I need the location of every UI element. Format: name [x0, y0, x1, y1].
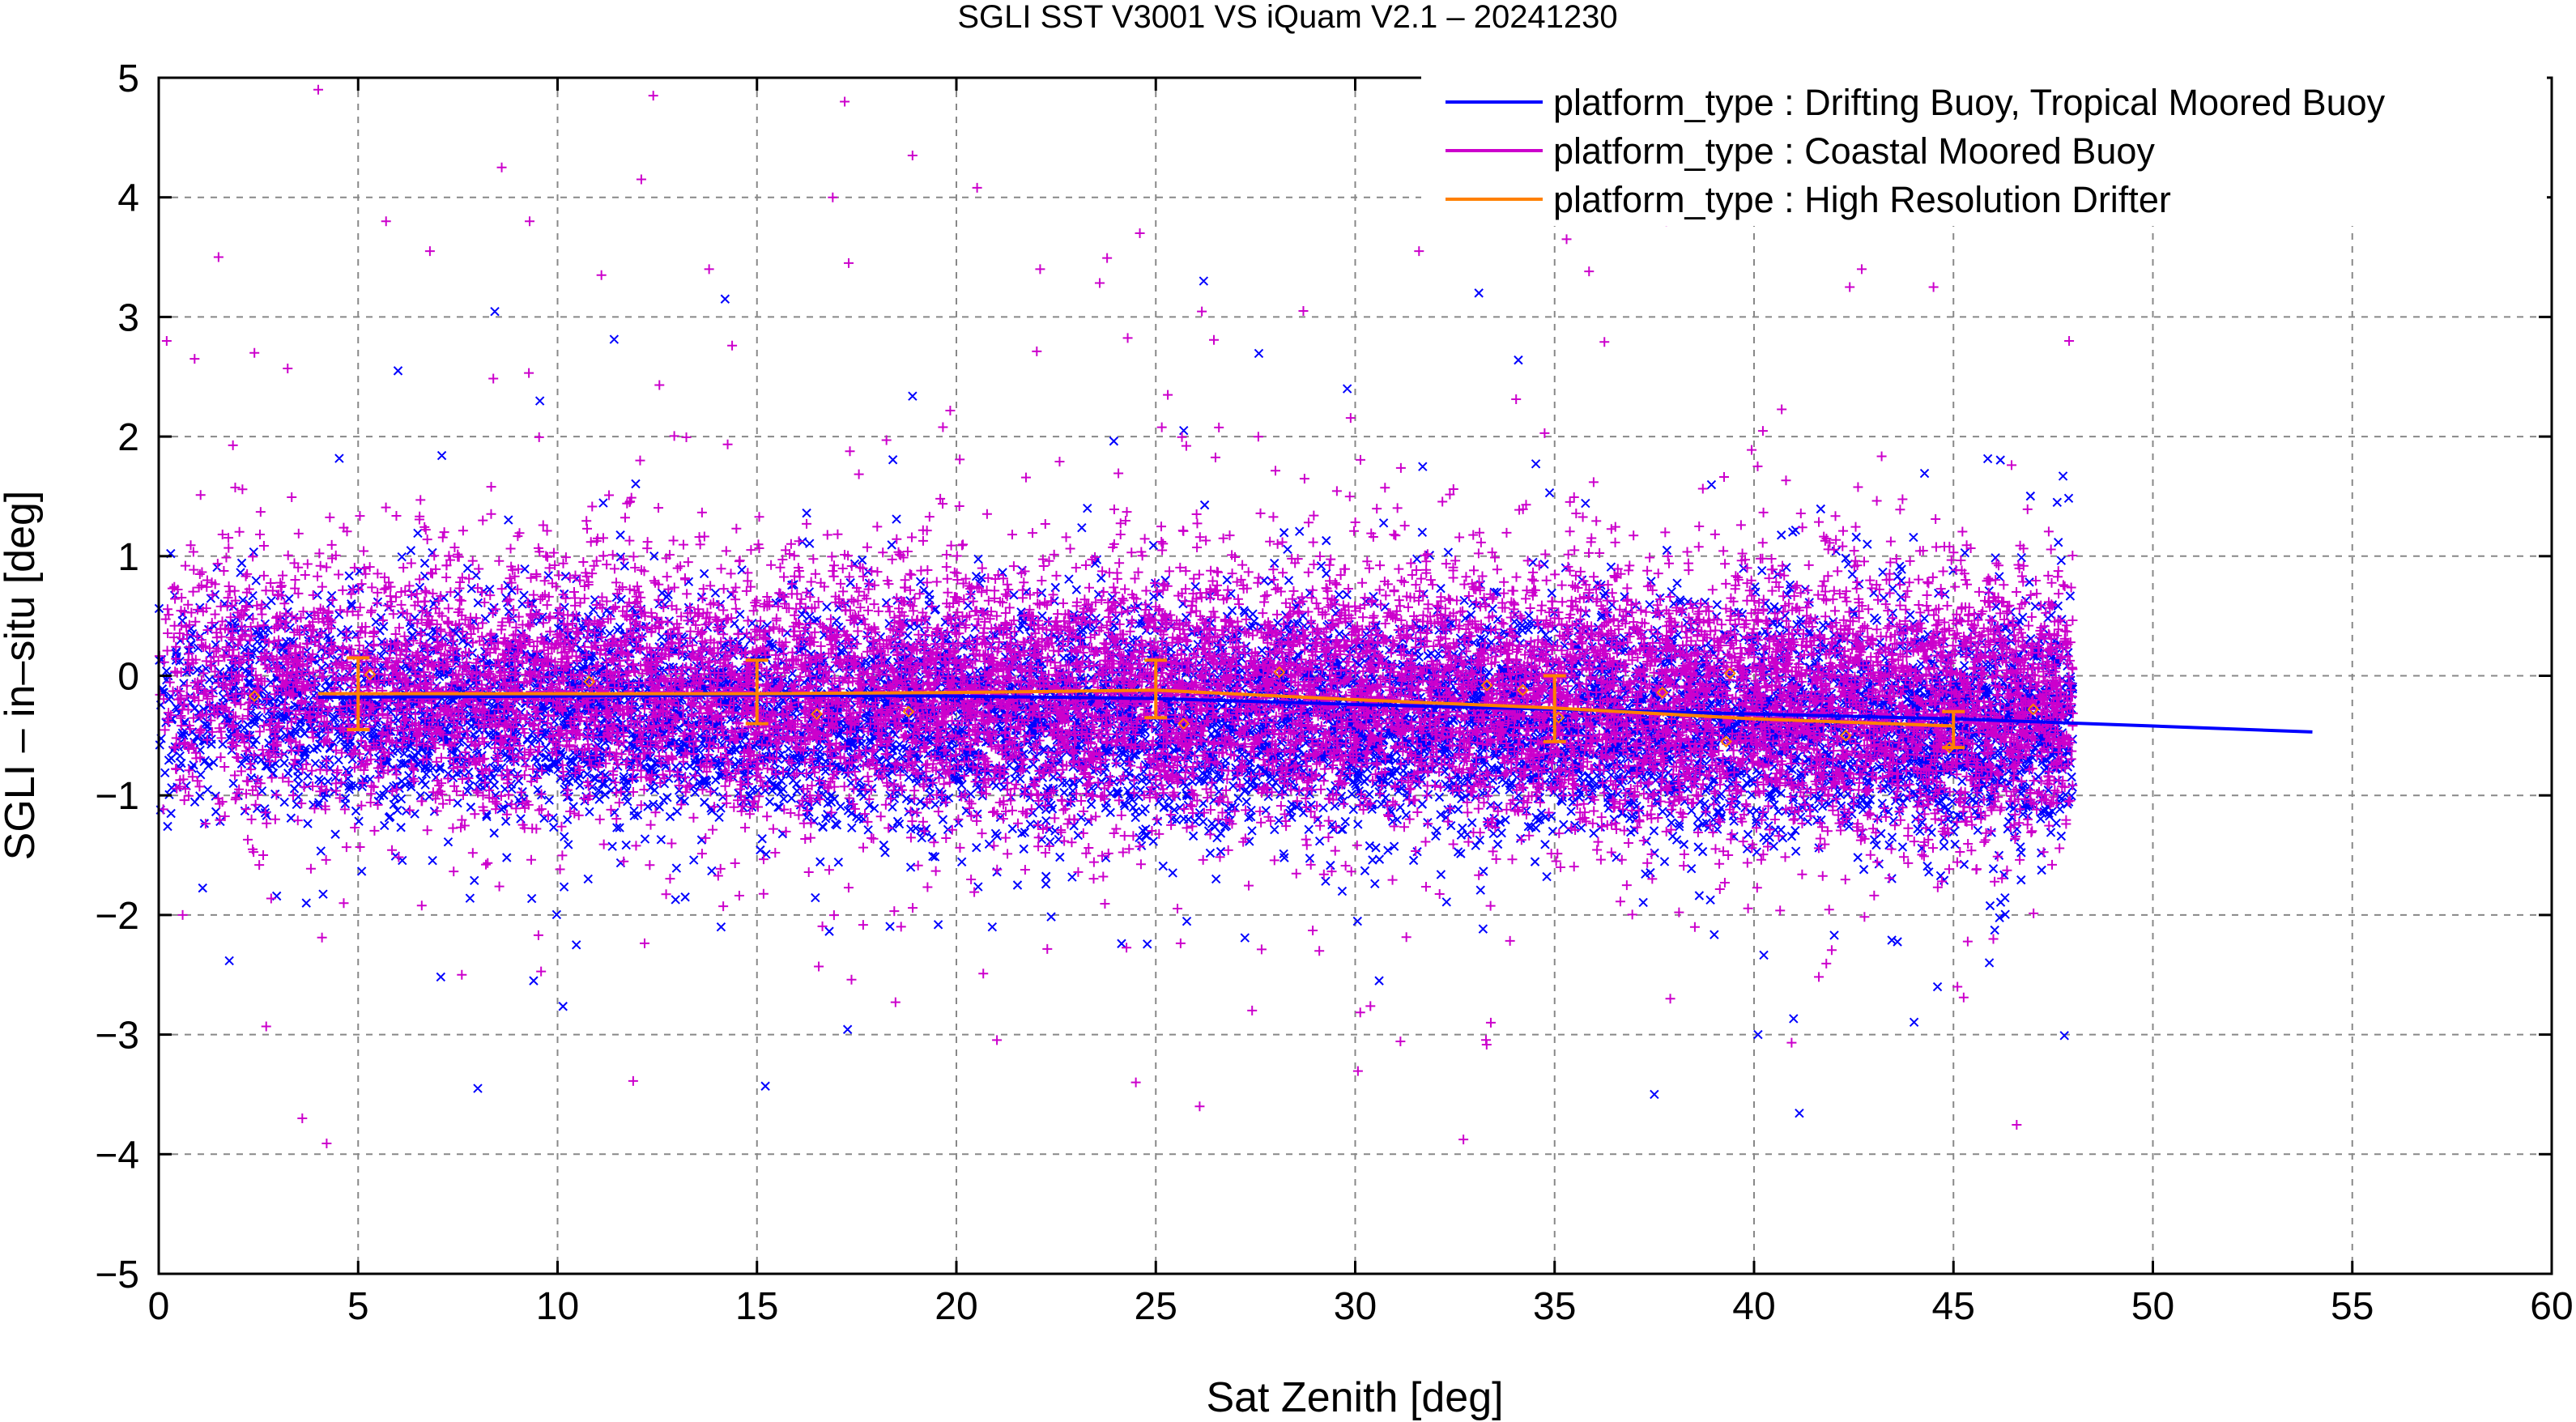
- hires-drifter-point: [1480, 679, 1493, 692]
- hires-drifter-point: [1516, 683, 1529, 696]
- hires-drifter-point: [1656, 686, 1669, 699]
- y-tick-label: 0: [117, 656, 139, 699]
- series-lines: [317, 656, 2313, 750]
- legend-label-drifting: platform_type : Drifting Buoy, Tropical …: [1553, 82, 2386, 123]
- chart-title: SGLI SST V3001 VS iQuam V2.1 – 20241230: [957, 0, 1617, 35]
- hires-drifter-point: [811, 708, 824, 721]
- x-tick-label: 50: [2131, 1285, 2174, 1328]
- hires-drifter-point: [1720, 735, 1732, 748]
- y-tick-label: 2: [117, 416, 139, 459]
- hires-drifter-point: [902, 705, 915, 718]
- x-tick-label: 35: [1533, 1285, 1576, 1328]
- data-points: [154, 84, 2078, 1148]
- legend-background: [1421, 76, 2547, 226]
- hires-drifter-point: [1724, 667, 1736, 679]
- hires-drifter-error-bar: [745, 658, 769, 726]
- y-tick-label: −2: [95, 895, 139, 938]
- hires-drifter-point: [583, 675, 596, 688]
- hires-drifter-error-bar: [1144, 658, 1168, 720]
- x-tick-label: 5: [347, 1285, 369, 1328]
- y-axis-title: SGLI – in–situ [deg]: [0, 491, 44, 861]
- x-tick-label: 60: [2530, 1285, 2573, 1328]
- legend: platform_type : Drifting Buoy, Tropical …: [1421, 76, 2547, 226]
- x-tick-label: 10: [536, 1285, 579, 1328]
- hires-drifter-error-bar: [1942, 709, 1965, 750]
- legend-label-coastal: platform_type : Coastal Moored Buoy: [1553, 130, 2155, 172]
- x-tick-label: 30: [1334, 1285, 1377, 1328]
- y-tick-label: −5: [95, 1254, 139, 1296]
- y-tick-label: 1: [117, 536, 139, 579]
- hires-drifter-error-bar: [1543, 674, 1566, 743]
- x-tick-label: 55: [2331, 1285, 2374, 1328]
- hires-drifter-point: [1839, 729, 1852, 742]
- x-axis: 0 5 10 15 20 25 30 35 40 45 50 55 60: [148, 78, 2574, 1328]
- x-tick-label: 40: [1732, 1285, 1775, 1328]
- y-axis: 5 4 3 2 1 0 −1 −2 −3 −4 −5: [95, 57, 2552, 1296]
- hires-drifter-point: [364, 668, 377, 681]
- y-tick-label: 5: [117, 57, 139, 100]
- y-tick-label: 3: [117, 296, 139, 339]
- y-tick-label: 4: [117, 177, 139, 220]
- y-tick-label: −1: [95, 775, 139, 818]
- legend-label-hires: platform_type : High Resolution Drifter: [1553, 179, 2171, 220]
- hires-drifter-error-bar: [347, 656, 370, 731]
- y-tick-label: −4: [95, 1134, 139, 1177]
- hires-drifter-point: [1273, 666, 1286, 679]
- x-tick-label: 20: [935, 1285, 977, 1328]
- hires-drifter-point: [248, 690, 261, 703]
- x-tick-label: 45: [1932, 1285, 1975, 1328]
- x-axis-title: Sat Zenith [deg]: [1206, 1374, 1503, 1421]
- hires-drifter-point: [2027, 703, 2040, 716]
- x-tick-label: 0: [148, 1285, 170, 1328]
- x-tick-label: 25: [1135, 1285, 1177, 1328]
- hires-drifter-point: [1177, 717, 1190, 730]
- x-tick-label: 15: [735, 1285, 778, 1328]
- y-tick-label: −3: [95, 1015, 139, 1058]
